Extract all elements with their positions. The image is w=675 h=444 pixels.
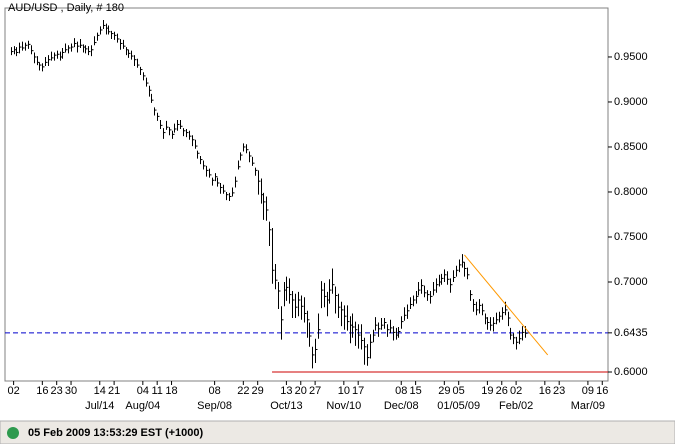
y-tick-label: 0.7500 (614, 231, 648, 243)
x-tick-label: 27 (309, 385, 321, 397)
x-tick-label: 05 (453, 385, 465, 397)
x-month-label: Feb/02 (499, 400, 533, 412)
x-tick-label: 23 (553, 385, 565, 397)
x-month-label: Nov/10 (326, 400, 361, 412)
x-tick-label: 21 (108, 385, 120, 397)
x-tick-label: 08 (395, 385, 407, 397)
x-tick-label: 16 (36, 385, 48, 397)
x-tick-label: 02 (7, 385, 19, 397)
y-tick-label: 0.8500 (614, 141, 648, 153)
x-tick-label: 02 (510, 385, 522, 397)
status-indicator (7, 427, 19, 439)
x-tick-label: 18 (165, 385, 177, 397)
status-text: 05 Feb 2009 13:53:29 EST (+1000) (28, 427, 204, 439)
y-tick-label: 0.9500 (614, 51, 648, 63)
x-tick-label: 04 (137, 385, 149, 397)
x-month-label: Oct/13 (270, 400, 302, 412)
level-label-box (610, 325, 654, 340)
x-tick-label: 16 (596, 385, 608, 397)
status-bar (0, 420, 675, 444)
x-tick-label: 17 (352, 385, 364, 397)
chart-title: AUD/USD , Daily, # 180 (8, 2, 124, 14)
x-tick-label: 11 (151, 385, 162, 397)
x-tick-label: 14 (94, 385, 106, 397)
x-tick-label: 26 (496, 385, 508, 397)
x-month-label: Sep/08 (197, 400, 232, 412)
y-tick-label: 0.8000 (614, 186, 648, 198)
x-tick-label: 23 (51, 385, 63, 397)
y-tick-label: 0.9000 (614, 96, 648, 108)
x-month-label: Dec/08 (384, 400, 419, 412)
x-month-label: Mar/09 (571, 400, 605, 412)
x-tick-label: 08 (208, 385, 220, 397)
plot-frame (4, 7, 609, 382)
x-tick-label: 19 (481, 385, 493, 397)
x-month-label: Jul/14 (85, 400, 114, 412)
y-tick-label: 0.6000 (614, 366, 648, 378)
x-month-label: Aug/04 (125, 400, 160, 412)
x-tick-label: 09 (582, 385, 594, 397)
x-tick-label: 20 (295, 385, 307, 397)
trend-line (464, 254, 549, 356)
x-tick-label: 10 (338, 385, 350, 397)
x-tick-label: 29 (438, 385, 450, 397)
x-month-label: 01/05/09 (437, 400, 480, 412)
level-label: 0.6435 (614, 327, 648, 339)
x-tick-label: 13 (280, 385, 292, 397)
x-tick-label: 15 (409, 385, 421, 397)
x-tick-label: 22 (237, 385, 249, 397)
x-tick-label: 16 (539, 385, 551, 397)
x-tick-label: 29 (252, 385, 264, 397)
y-tick-label: 0.7000 (614, 276, 648, 288)
x-tick-label: 30 (65, 385, 77, 397)
